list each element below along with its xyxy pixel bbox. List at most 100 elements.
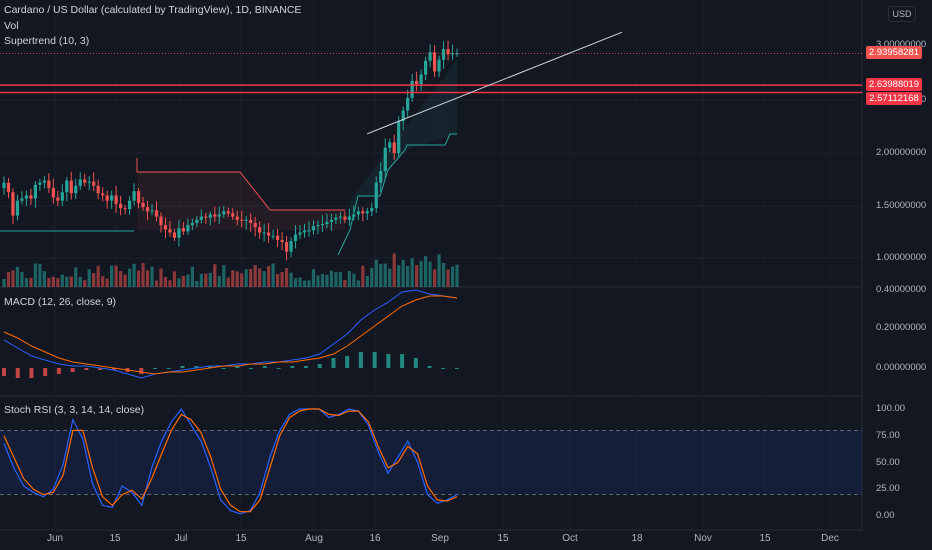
candle-body — [428, 52, 432, 61]
candle-body — [450, 53, 455, 55]
currency-button[interactable]: USD — [888, 6, 916, 22]
macd-histogram-bar — [153, 368, 157, 369]
candlestick-series — [2, 40, 459, 261]
volume-bar — [370, 267, 374, 287]
candle-body — [379, 171, 383, 183]
candle-body — [96, 185, 100, 194]
volume-bar — [432, 269, 437, 287]
candle-body — [150, 210, 154, 212]
volume-label: Vol — [4, 20, 19, 32]
stoch-k-line — [3, 407, 458, 515]
volume-bar — [298, 277, 302, 287]
volume-bar — [208, 272, 212, 287]
time-axis-label: Aug — [305, 533, 323, 544]
candle-body — [6, 182, 11, 193]
volume-bar — [20, 272, 24, 287]
volume-bar — [15, 266, 20, 287]
candle-body — [159, 216, 163, 226]
macd-histogram-bar — [70, 368, 75, 372]
candle-body — [271, 235, 275, 237]
volume-bar — [280, 271, 284, 287]
candle-body — [293, 234, 298, 241]
candle-body — [302, 230, 307, 233]
candle-body — [217, 214, 221, 217]
macd-histogram-bar — [290, 366, 295, 368]
volume-bar — [168, 280, 172, 287]
macd-histogram-bar — [235, 366, 240, 368]
macd-histogram-bar — [372, 352, 377, 368]
stoch-axis-label: 50.00 — [876, 457, 900, 468]
time-axis-label: 15 — [759, 533, 771, 544]
candle-body — [141, 202, 145, 208]
macd-histogram-bar — [413, 358, 418, 368]
macd-histogram-bar — [400, 354, 405, 368]
volume-bar — [334, 272, 338, 287]
candle-body — [437, 59, 441, 72]
volume-bars — [2, 253, 459, 287]
candle-body — [311, 226, 316, 231]
macd-histogram-bar — [2, 368, 6, 376]
candle-body — [24, 195, 29, 199]
candle-body — [370, 208, 374, 212]
volume-bar — [258, 268, 262, 287]
volume-bar — [141, 263, 145, 287]
candle-body — [307, 230, 311, 232]
last-price-tag: 2.93958281 — [866, 46, 922, 59]
horizontal-levels[interactable] — [0, 31, 862, 135]
candle-body — [213, 214, 217, 217]
volume-bar — [69, 276, 73, 287]
time-axis-label: 16 — [369, 533, 381, 544]
time-axis-label: 15 — [109, 533, 121, 544]
candle-body — [87, 181, 91, 183]
price-axis-label: 1.50000000 — [876, 200, 927, 211]
candle-body — [65, 180, 69, 193]
candle-body — [424, 60, 428, 75]
volume-bar — [437, 254, 441, 287]
candle-body — [74, 185, 78, 194]
volume-bar — [123, 274, 127, 287]
volume-bar — [343, 279, 347, 287]
candle-body — [262, 232, 266, 234]
macd-histogram-bar — [276, 368, 281, 369]
volume-bar — [213, 264, 217, 287]
candle-body — [132, 191, 136, 201]
macd-histogram-bar — [98, 368, 103, 370]
candle-body — [298, 232, 302, 235]
volume-bar — [132, 263, 136, 287]
volume-bar — [150, 266, 154, 287]
price-axis-label: 1.00000000 — [876, 252, 927, 263]
macd-axis-label: 0.40000000 — [876, 284, 927, 295]
volume-bar — [249, 268, 253, 287]
price-axis-label: 3.00000000 — [876, 39, 927, 50]
candle-body — [419, 74, 423, 85]
candle-body — [51, 187, 55, 198]
volume-bar — [114, 265, 118, 287]
candle-body — [240, 219, 244, 221]
volume-bar — [65, 276, 69, 287]
volume-bar — [401, 259, 405, 287]
macd-histogram-bar — [43, 368, 48, 376]
volume-bar — [172, 271, 177, 287]
candle-body — [415, 80, 419, 85]
volume-bar — [105, 278, 109, 287]
volume-bar — [145, 270, 150, 287]
volume-bar — [83, 280, 87, 287]
stoch-rsi-label: Stoch RSI (3, 3, 14, 14, close) — [4, 404, 145, 416]
volume-bar — [42, 271, 46, 287]
volume-bar — [24, 278, 29, 287]
volume-bar — [235, 271, 239, 287]
candle-body — [222, 211, 226, 215]
time-axis-label: 15 — [235, 533, 247, 544]
volume-bar — [379, 264, 383, 287]
time-axis-label: Jul — [174, 533, 188, 544]
volume-bar — [374, 259, 378, 287]
candle-body — [181, 228, 186, 232]
stoch-rsi-pane — [0, 407, 862, 515]
macd-pane — [2, 289, 459, 379]
macd-histogram-bar — [139, 368, 144, 374]
candle-body — [136, 191, 141, 203]
candle-body — [190, 222, 194, 226]
candle-body — [249, 219, 253, 223]
volume-bar — [419, 260, 423, 287]
